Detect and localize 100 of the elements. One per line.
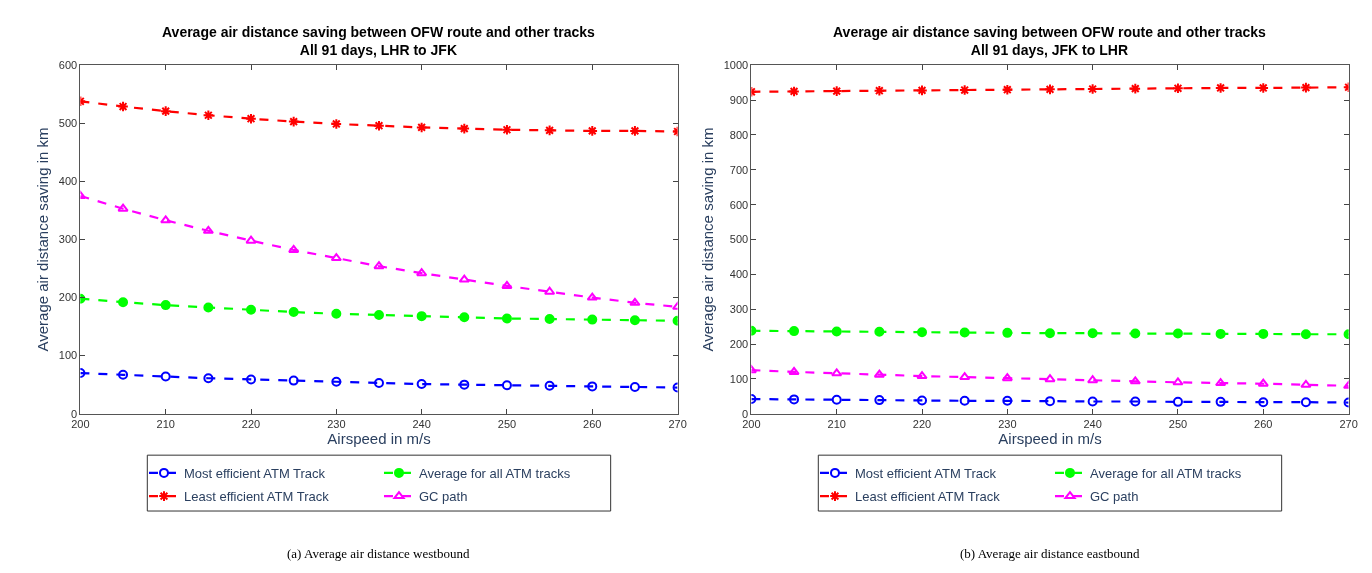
y-axis-title: Average air distance saving in km [698,127,716,352]
y-tick-label: 300 [729,303,749,316]
point [1044,374,1056,383]
point [458,274,470,283]
point [544,314,555,325]
x-tick-label: 230 [327,417,346,430]
y-tick-label: 900 [729,93,749,106]
point [1087,375,1099,384]
point [1044,328,1055,339]
point [1215,396,1226,407]
point [1044,83,1056,96]
point [117,100,129,113]
x-tick-label: 200 [71,417,90,430]
point [874,395,885,406]
point [373,309,384,320]
legend-label: Least efficient ATM Track [183,489,330,505]
point [459,379,470,390]
point [831,368,843,377]
point [501,313,512,324]
point [543,124,556,137]
x-tick-label: 240 [1083,417,1102,430]
point [1130,396,1141,407]
point [1300,379,1312,388]
x-tick-label: 250 [497,417,517,430]
y-tick-label: 1000 [723,59,749,72]
point [331,308,342,319]
point [1002,395,1013,406]
legend-label: Most efficient ATM Track [183,465,326,481]
point [117,203,129,212]
point [416,311,427,322]
x-tick-label: 210 [827,417,846,430]
point [916,371,928,380]
point [246,374,257,385]
point [788,85,800,98]
point [789,394,800,405]
x-tick-label: 270 [668,417,687,430]
point [789,326,800,337]
point [373,377,384,388]
y-tick-label: 400 [729,268,749,281]
point [160,300,171,311]
y-tick-label: 500 [58,117,78,130]
point [959,372,971,381]
text: (a) Average air distance westbound [287,546,470,561]
x-tick-label: 240 [412,417,431,430]
point [288,375,299,386]
point [1215,328,1226,339]
point [203,373,214,384]
legend-label: Most efficient ATM Track [854,465,997,481]
legend-label: Least efficient ATM Track [854,489,1001,505]
x-tick-label: 220 [912,417,932,430]
point [629,381,640,392]
point [587,314,598,325]
point [287,115,300,128]
legend-label: GC path [418,489,468,505]
point [246,304,257,315]
point [416,268,428,277]
point [245,235,257,244]
point [1258,397,1269,408]
point [415,121,428,134]
point [1172,377,1184,386]
x-tick-label: 200 [742,417,761,430]
point [203,302,214,313]
y-axis-title: Average air distance saving in km [34,127,52,352]
y-tick-label: 700 [729,163,749,176]
text: (b) Average air distance eastbound [960,546,1141,561]
point [917,395,928,406]
point [1257,378,1269,387]
y-tick-label: 800 [729,128,749,141]
chart-title: Average air distance saving between OFW route and other tracks All 91 days, JFK to LHR [833,24,1267,59]
y-tick-label: 500 [729,233,749,246]
x-tick-label: 260 [1254,417,1273,430]
x-tick-label: 230 [998,417,1017,430]
point [416,379,427,390]
point [629,315,640,326]
x-tick-label: 220 [241,417,261,430]
point [330,118,343,130]
y-tick-label: 100 [58,349,78,362]
point [1172,396,1183,407]
point [916,84,928,97]
point [1002,327,1013,338]
y-tick-label: 600 [58,59,78,72]
point [1258,328,1269,339]
point [160,371,171,382]
point [959,327,970,338]
point [917,327,928,338]
y-tick-label: 400 [58,175,78,188]
x-tick-label: 260 [583,417,602,430]
point [544,380,555,391]
point [629,297,641,306]
point [458,122,471,135]
point [1300,329,1311,340]
point [331,376,342,387]
point [118,369,129,380]
chart-title: Average air distance saving between OFW route and other tracks All 91 days, LHR to JFK [162,24,596,59]
point [1130,328,1141,339]
point [1300,397,1311,408]
legend-label: GC path [1089,489,1139,505]
point [288,244,300,253]
point [1300,81,1312,94]
point [501,380,512,391]
